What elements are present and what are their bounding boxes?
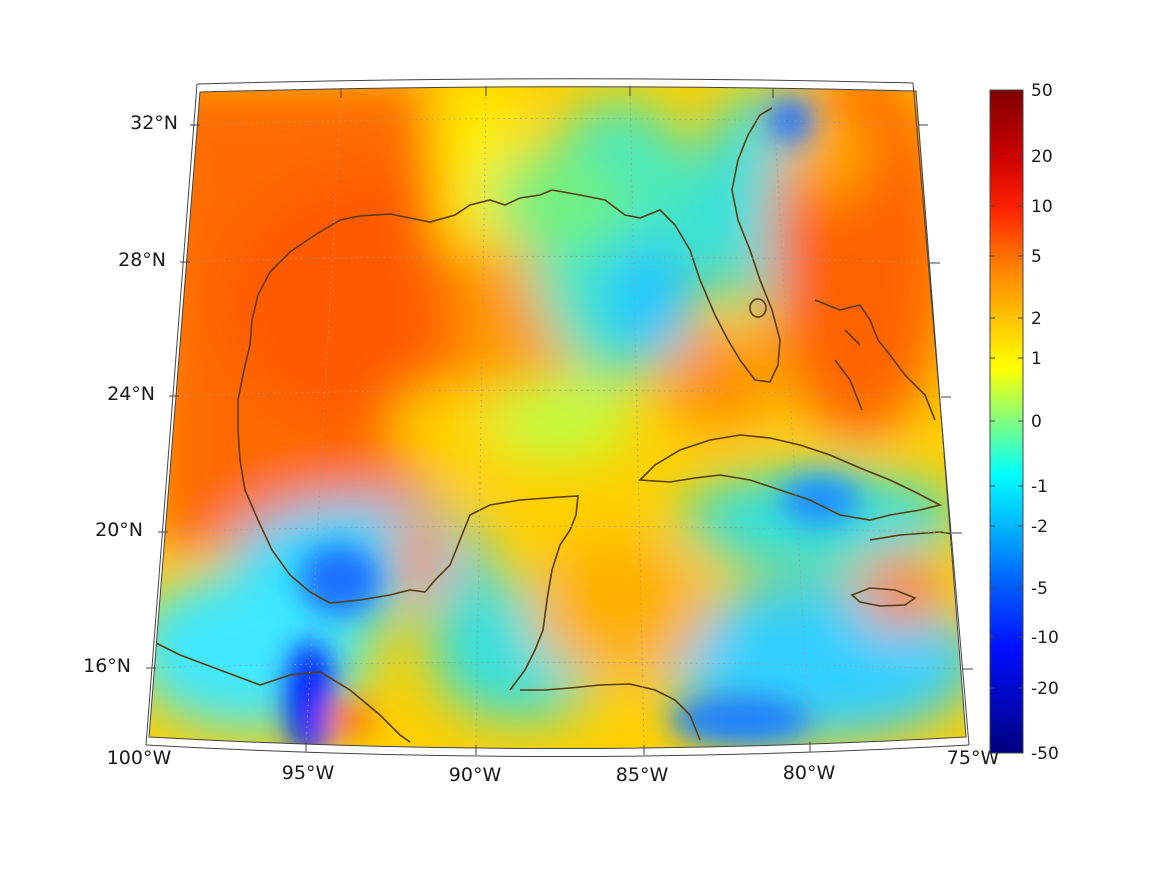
lon-label-85W: 85°W (616, 764, 669, 786)
coastline-florida (551, 107, 781, 383)
heatmap-field (149, 86, 966, 749)
colorbar-tick-10: 10 (1031, 197, 1053, 217)
lat-label-24N: 24°N (107, 383, 155, 405)
colorbar-gradient (989, 89, 1024, 754)
colorbar-tick-0: 0 (1031, 412, 1042, 432)
colorbar-tick-neg2: -2 (1031, 517, 1048, 537)
latitude-labels: 32°N 28°N 24°N 20°N 16°N (83, 112, 178, 677)
colorbar-tick-neg50: -50 (1031, 744, 1059, 764)
coastline-yucatan (424, 495, 579, 691)
graticule (149, 91, 966, 746)
lon-label-90W: 90°W (449, 764, 502, 786)
coastline-bahamas (814, 299, 936, 421)
colorbar-tick-neg5: -5 (1031, 579, 1048, 599)
coastline-central-america (520, 683, 701, 741)
longitude-labels: 100°W 95°W 90°W 85°W 80°W 75°W (107, 747, 1000, 786)
colorbar-tick-1: 1 (1031, 349, 1042, 369)
lat-label-32N: 32°N (130, 112, 178, 134)
lon-label-80W: 80°W (783, 762, 836, 784)
lat-label-28N: 28°N (118, 249, 166, 271)
lat-label-20N: 20°N (95, 519, 143, 541)
colorbar-tick-neg1: -1 (1031, 477, 1048, 497)
colorbar-tick-neg20: -20 (1031, 679, 1059, 699)
coastlines (149, 107, 961, 743)
lake-okeechobee (749, 298, 767, 318)
map-frame (145, 78, 973, 757)
coastline-pacific (149, 639, 411, 743)
coastline-jamaica (850, 587, 917, 607)
colorbar-tick-50: 50 (1031, 81, 1053, 101)
lon-label-75W: 75°W (947, 747, 1000, 769)
colorbar-tick-5: 5 (1031, 247, 1042, 267)
coastline-gulf-west (237, 189, 553, 604)
lat-label-16N: 16°N (83, 655, 131, 677)
colorbar-tick-20: 20 (1031, 147, 1053, 167)
colorbar-tick-2: 2 (1031, 309, 1042, 329)
colorbar-tick-neg10: -10 (1031, 628, 1059, 648)
colorbar: 50 20 10 5 2 1 0 -1 -2 -5 -10 -20 -50 (989, 81, 1059, 764)
lon-label-100W: 100°W (107, 747, 172, 769)
lon-label-95W: 95°W (282, 762, 335, 784)
coastline-cuba (638, 434, 943, 521)
